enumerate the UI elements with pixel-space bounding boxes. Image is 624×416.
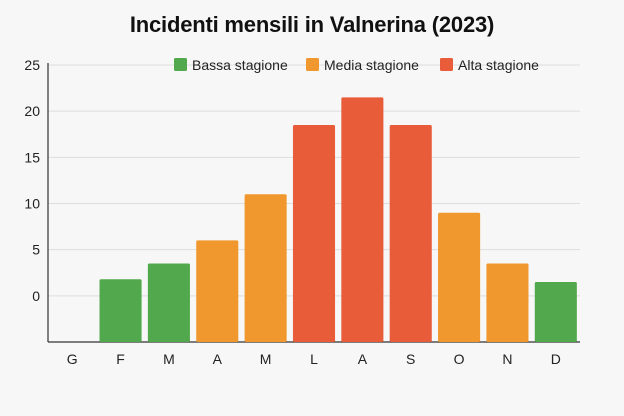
x-tick-label: A — [358, 351, 368, 367]
legend-label-alta: Alta stagione — [458, 57, 539, 73]
y-tick-label: 0 — [32, 288, 40, 304]
bar-d-10 — [534, 281, 577, 342]
bar-s-7 — [389, 125, 432, 343]
x-tick-label: F — [116, 351, 125, 367]
legend-swatch-bassa — [174, 58, 187, 71]
bar-a-6 — [341, 97, 384, 342]
bar-m-4 — [244, 194, 287, 342]
y-tick-label: 10 — [24, 196, 40, 212]
x-tick-label: D — [551, 351, 561, 367]
x-tick-label: S — [406, 351, 415, 367]
bar-o-8 — [438, 212, 481, 342]
x-tick-label: L — [310, 351, 318, 367]
x-tick-label: O — [454, 351, 465, 367]
x-tick-label: M — [260, 351, 272, 367]
legend-swatch-media — [306, 58, 319, 71]
legend-label-media: Media stagione — [324, 57, 419, 73]
x-tick-label: A — [213, 351, 223, 367]
bar-m-2 — [147, 263, 190, 342]
bar-a-3 — [196, 240, 239, 342]
y-tick-label: 25 — [24, 57, 40, 73]
chart-title: Incidenti mensili in Valnerina (2023) — [129, 12, 495, 37]
legend-swatch-alta — [440, 58, 453, 71]
bar-n-9 — [486, 263, 529, 342]
y-tick-label: 20 — [24, 103, 40, 119]
legend-label-bassa: Bassa stagione — [192, 57, 288, 73]
x-tick-label: M — [163, 351, 175, 367]
x-tick-label: N — [502, 351, 512, 367]
y-tick-label: 5 — [32, 242, 40, 258]
x-tick-label: G — [67, 351, 78, 367]
bar-l-5 — [292, 125, 336, 343]
y-tick-label: 15 — [24, 149, 40, 165]
bar-f-1 — [99, 279, 142, 342]
